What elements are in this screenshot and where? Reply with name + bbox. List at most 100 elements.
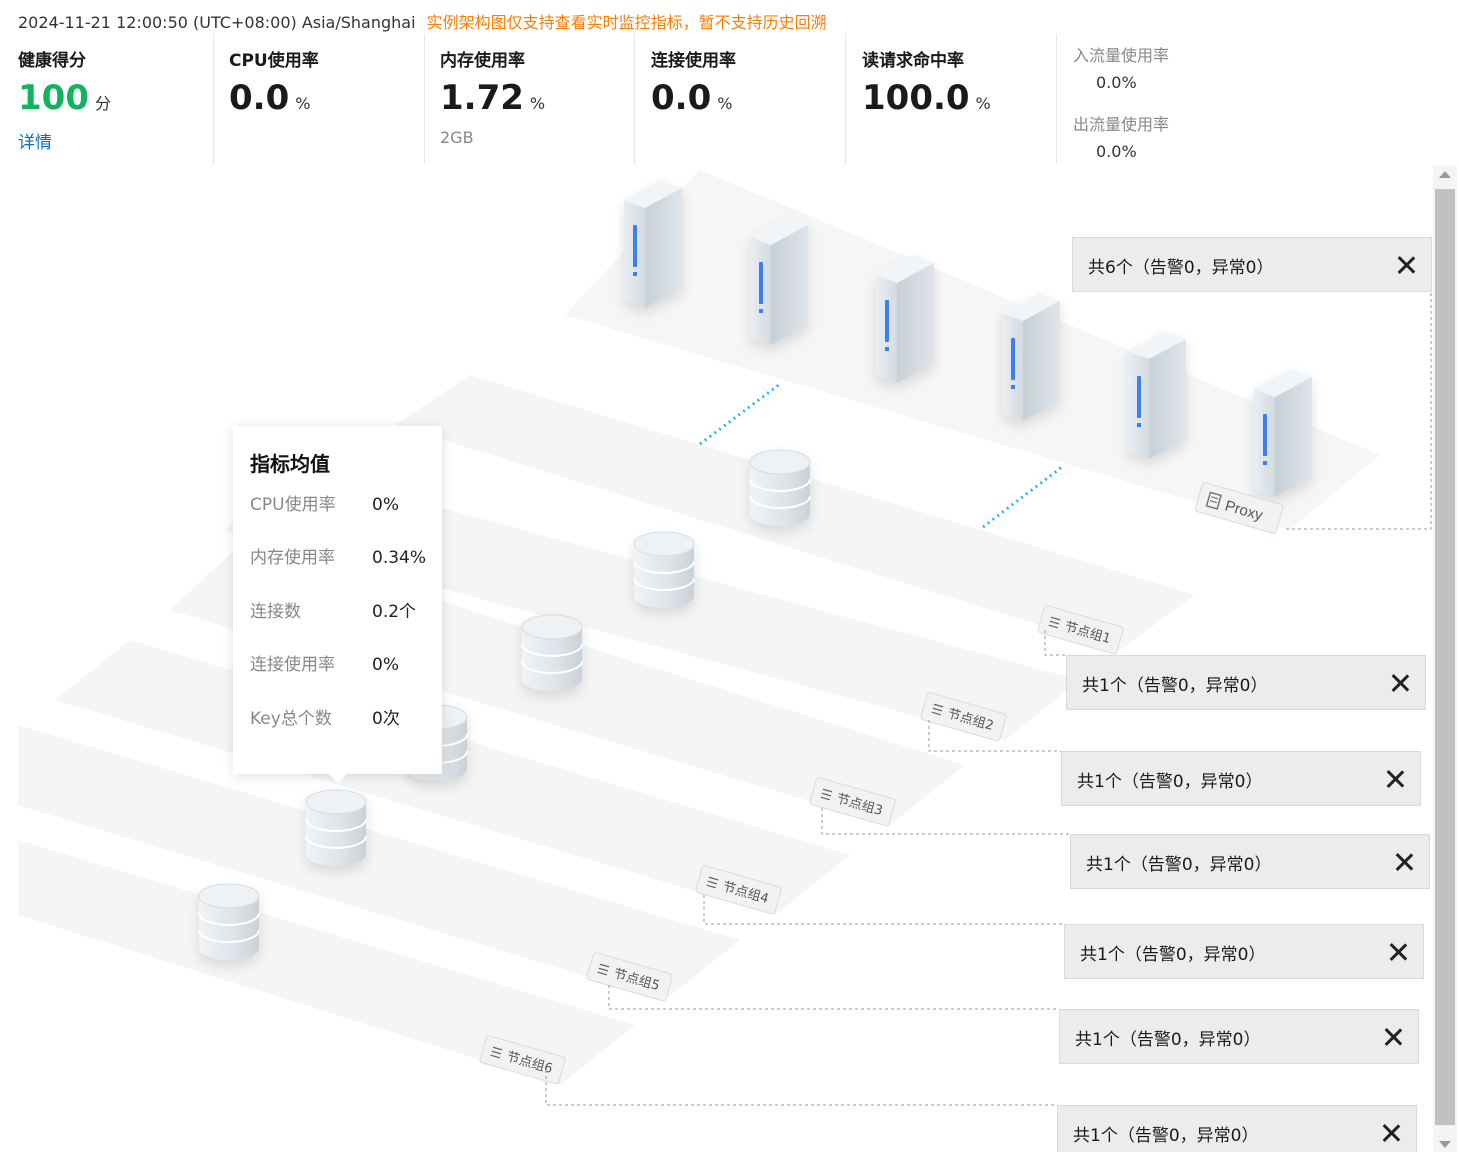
proxy-server-icon [876, 255, 934, 383]
connection-unit: % [717, 94, 733, 113]
layers-icon: ☰ [929, 702, 944, 720]
cpu-value: 0.0 [229, 78, 290, 118]
tooltip-key: 内存使用率 [250, 548, 335, 568]
layers-icon: ☰ [818, 787, 833, 805]
tooltip-value: 0% [372, 495, 399, 515]
inflow-value: 0.0% [1096, 73, 1137, 92]
proxy-link [982, 465, 1063, 529]
traffic-metrics: 入流量使用率 0.0% 出流量使用率 0.0% [1073, 42, 1169, 180]
group5-platform [18, 725, 740, 1000]
scroll-up-arrow-icon[interactable] [1439, 171, 1451, 178]
close-icon[interactable] [1391, 674, 1409, 692]
proxy-tag: Proxy [1194, 482, 1284, 534]
outflow-label: 出流量使用率 [1073, 115, 1170, 134]
metric-label: 读请求命中率 [862, 51, 964, 71]
tooltip-row: 内存使用率 0.34% [250, 543, 426, 568]
proxy-server-icon [1002, 293, 1060, 421]
vertical-scrollbar[interactable] [1433, 165, 1457, 1152]
db-node-icon [749, 449, 811, 526]
group6-platform [18, 840, 635, 1085]
close-icon[interactable] [1386, 770, 1404, 788]
metric-value: 100.0% [862, 78, 991, 118]
server-icon [1205, 491, 1222, 510]
layers-icon: ☰ [488, 1045, 503, 1063]
db-nodes [198, 449, 811, 960]
group5-summary-box: 共1个（告警0，异常0） [1059, 1009, 1419, 1064]
inflow-label: 入流量使用率 [1073, 46, 1170, 65]
proxy-summary-box: 共6个（告警0，异常0） [1072, 237, 1432, 292]
status-line: 2024-11-21 12:00:50 (UTC+08:00) Asia/Sha… [18, 9, 827, 33]
group5-connector [608, 985, 1059, 1010]
metric-health: 健康得分 100 分 详情 [18, 34, 214, 164]
db-node-icon [633, 531, 695, 608]
group3-summary-box: 共1个（告警0，异常0） [1070, 834, 1430, 889]
tooltip-key: CPU使用率 [250, 495, 336, 515]
db-node-icon [521, 614, 583, 691]
connectors [545, 292, 1432, 1106]
db-node-icon [305, 789, 367, 866]
scrollbar-thumb[interactable] [1435, 189, 1455, 1125]
timestamp: 2024-11-21 12:00:50 (UTC+08:00) Asia/Sha… [18, 13, 416, 32]
proxy-server-icon [624, 180, 682, 308]
group2-connector [928, 720, 1061, 752]
tooltip-row: Key总个数 0次 [250, 704, 400, 729]
group1-summary-box: 共1个（告警0，异常0） [1066, 655, 1426, 710]
group-tag: ☰ 节点组3 [809, 777, 896, 827]
tooltip-key: 连接使用率 [250, 655, 335, 675]
summary-text: 共6个（告警0，异常0） [1088, 258, 1274, 278]
layers-icon: ☰ [704, 875, 719, 893]
tooltip-value: 0次 [372, 709, 400, 729]
summary-text: 共1个（告警0，异常0） [1077, 772, 1263, 792]
metric-memory: 内存使用率 1.72% 2GB [440, 34, 635, 164]
metric-value: 0.0% [229, 78, 310, 118]
group1-connector [1044, 630, 1066, 656]
close-icon[interactable] [1384, 1028, 1402, 1046]
tooltip-row: 连接使用率 0% [250, 650, 399, 675]
metric-label: CPU使用率 [229, 51, 319, 71]
tooltip-value: 0.2个 [372, 602, 417, 622]
close-icon[interactable] [1395, 853, 1413, 871]
health-details-link[interactable]: 详情 [18, 133, 52, 153]
group6-summary-box: 共1个（告警0，异常0） [1057, 1105, 1417, 1152]
metrics-tooltip: 指标均值 CPU使用率 0% 内存使用率 0.34% 连接数 0.2个 连接使用率 0%… [233, 426, 442, 783]
read-hit-unit: % [975, 94, 991, 113]
metric-cpu: CPU使用率 0.0% [229, 34, 425, 164]
proxy-connector [1286, 292, 1432, 530]
realtime-notice: 实例架构图仅支持查看实时监控指标，暂不支持历史回溯 [426, 13, 827, 32]
layers-icon: ☰ [1046, 615, 1061, 633]
proxy-link [699, 382, 781, 446]
close-icon[interactable] [1389, 943, 1407, 961]
cpu-unit: % [295, 94, 311, 113]
layers-icon: ☰ [595, 962, 610, 980]
tooltip-value: 0.34% [372, 548, 427, 568]
connection-value: 0.0 [651, 78, 712, 118]
memory-capacity: 2GB [440, 128, 474, 147]
memory-value: 1.72 [440, 78, 524, 118]
scroll-down-arrow-icon[interactable] [1439, 1141, 1451, 1148]
summary-text: 共1个（告警0，异常0） [1086, 855, 1272, 875]
metric-value: 1.72% [440, 78, 545, 118]
health-value: 100 [18, 78, 89, 118]
close-icon[interactable] [1397, 256, 1415, 274]
tooltip-key: Key总个数 [250, 709, 332, 729]
summary-text: 共1个（告警0，异常0） [1080, 945, 1266, 965]
read-hit-value: 100.0 [862, 78, 970, 118]
metric-read-hit: 读请求命中率 100.0% [862, 34, 1057, 164]
close-icon[interactable] [1382, 1124, 1400, 1142]
summary-text: 共1个（告警0，异常0） [1075, 1030, 1261, 1050]
summary-text: 共1个（告警0，异常0） [1073, 1126, 1259, 1146]
tooltip-row: CPU使用率 0% [250, 490, 399, 515]
health-score: 100 分 [18, 78, 111, 118]
proxy-server-icon [750, 217, 808, 345]
tooltip-title: 指标均值 [250, 452, 330, 476]
health-unit: 分 [94, 94, 111, 113]
group2-summary-box: 共1个（告警0，异常0） [1061, 751, 1421, 806]
db-node-icon [198, 883, 260, 960]
outflow-value: 0.0% [1096, 142, 1137, 161]
metric-label: 内存使用率 [440, 51, 525, 71]
group4-summary-box: 共1个（告警0，异常0） [1064, 924, 1424, 979]
summary-text: 共1个（告警0，异常0） [1082, 676, 1268, 696]
tooltip-value: 0% [372, 655, 399, 675]
proxy-servers [624, 180, 1312, 497]
metric-label: 健康得分 [18, 51, 86, 71]
